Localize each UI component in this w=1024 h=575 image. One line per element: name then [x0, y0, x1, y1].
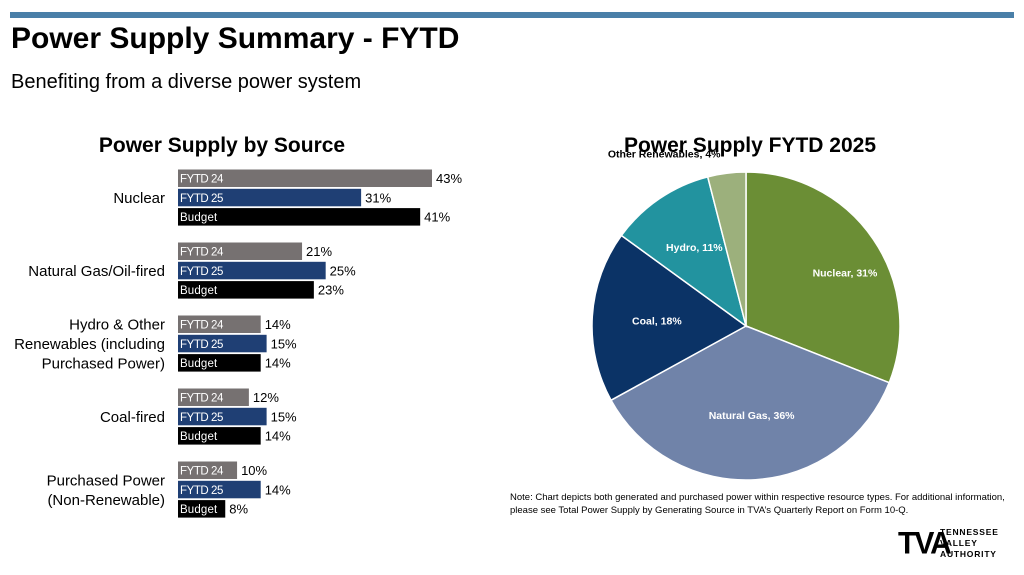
bar-series-label: FYTD 25 — [180, 193, 223, 205]
bar-value-label: 14% — [265, 356, 291, 371]
bar-value-label: 10% — [241, 463, 267, 478]
bar-series-label: FYTD 24 — [180, 466, 224, 478]
pie-slice — [591, 234, 748, 402]
bar — [178, 354, 261, 372]
pie-slice — [706, 171, 747, 327]
pie-slice-label: Coal, 18% — [632, 315, 682, 327]
logo-line: AUTHORITY — [940, 549, 997, 559]
bar — [178, 427, 261, 445]
pie-chart-title: Power Supply FYTD 2025 — [624, 134, 876, 157]
bar-value-label: 15% — [271, 336, 297, 351]
bar-value-label: 43% — [436, 171, 462, 186]
chart-note: Note: Chart depicts both generated and p… — [510, 492, 1005, 516]
bar — [178, 388, 249, 406]
pie-chart: Power Supply FYTD 2025 Nuclear, 31% Natura… — [591, 134, 901, 481]
bar-value-label: 14% — [265, 482, 291, 497]
pie-slice — [745, 171, 901, 384]
bar-series-label: Budget — [180, 431, 218, 443]
pie-slice — [620, 175, 748, 328]
pie-slice — [610, 325, 891, 481]
bar-value-label: 12% — [253, 390, 279, 405]
bar-series-label: FYTD 24 — [180, 320, 224, 332]
bar-series-label: FYTD 25 — [180, 339, 223, 351]
bar-series-label: FYTD 24 — [180, 247, 224, 259]
bar-series-label: Budget — [180, 285, 218, 297]
pie-slice-label: Hydro, 11% — [666, 242, 723, 254]
page-title: Power Supply Summary - FYTD — [11, 22, 460, 55]
category-label: Purchased Power (Non-Renewable) — [47, 472, 165, 509]
bar-series-label: FYTD 25 — [180, 412, 223, 424]
category-label: Nuclear — [113, 190, 165, 207]
bar-series-label: FYTD 25 — [180, 266, 223, 278]
logo-mark: TVA — [898, 526, 952, 561]
bar — [178, 461, 238, 479]
bar-value-label: 14% — [265, 429, 291, 444]
bar-value-label: 8% — [229, 502, 248, 517]
bar-value-label: 31% — [365, 190, 391, 205]
bar — [178, 261, 326, 280]
bar — [178, 315, 261, 333]
bar-value-label: 41% — [424, 210, 450, 225]
bar-chart-title: Power Supply by Source — [99, 134, 345, 157]
bar-series-label: Budget — [180, 358, 218, 370]
bar-value-label: 23% — [318, 283, 344, 298]
bar-series-label: Budget — [180, 212, 218, 224]
bar — [178, 208, 421, 226]
pie-slice-label: Other Renewables, 4% — [608, 148, 721, 160]
category-label: Natural Gas/Oil-fired — [28, 263, 165, 280]
logo-line: VALLEY — [940, 538, 978, 548]
bar-value-label: 25% — [330, 263, 356, 278]
bar — [178, 188, 362, 207]
pie-slice-label: Nuclear, 31% — [813, 267, 878, 279]
bar — [178, 500, 226, 518]
category-label: Hydro & Other Renewables (including Purcha… — [14, 317, 165, 373]
bar — [178, 407, 267, 426]
page-subtitle: Benefiting from a diverse power system — [11, 71, 362, 93]
bar — [178, 281, 314, 299]
category-label: Coal-fired — [100, 409, 165, 426]
logo-line: TENNESSEE — [940, 527, 999, 537]
bar-value-label: 21% — [306, 244, 332, 259]
bar-series-label: FYTD 24 — [180, 174, 224, 186]
pie-slice-label: Natural Gas, 36% — [709, 410, 795, 422]
bar-chart: Power Supply by Source Nuclear FYTD 24 43% F… — [14, 134, 462, 518]
bar — [178, 480, 261, 499]
bar-value-label: 15% — [271, 409, 297, 424]
bar — [178, 334, 267, 353]
bar-series-label: Budget — [180, 504, 218, 516]
top-accent-bar — [10, 12, 1014, 18]
logo-text: TENNESSEE VALLEY AUTHORITY — [940, 527, 999, 560]
bar — [178, 169, 432, 187]
bar-value-label: 14% — [265, 317, 291, 332]
tva-logo: TVA TENNESSEE VALLEY AUTHORITY — [898, 525, 1018, 561]
bar — [178, 242, 303, 260]
bar-series-label: FYTD 24 — [180, 393, 224, 405]
bar-series-label: FYTD 25 — [180, 485, 223, 497]
